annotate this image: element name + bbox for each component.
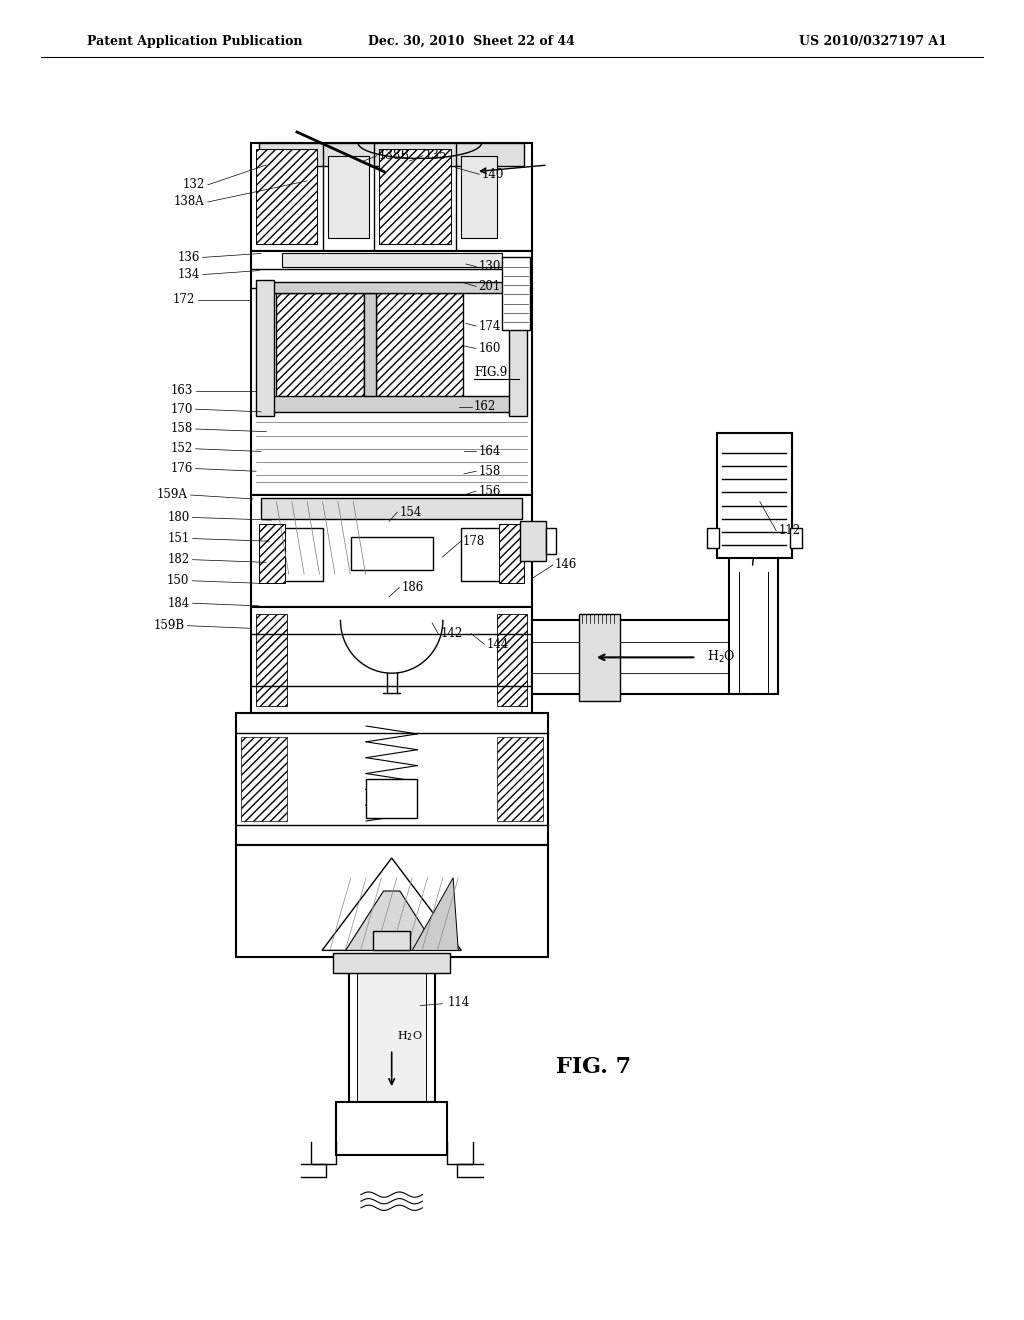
Bar	[535, 647, 553, 673]
Text: FIG.9: FIG.9	[474, 366, 507, 379]
Bar	[461, 528, 522, 581]
Bar	[251, 251, 532, 495]
Bar	[334, 953, 451, 973]
Bar	[532, 620, 745, 694]
Polygon shape	[256, 149, 317, 244]
Bar	[256, 280, 274, 416]
Polygon shape	[379, 149, 451, 244]
Bar	[251, 607, 532, 713]
Text: 159A: 159A	[157, 488, 187, 502]
Bar	[729, 545, 778, 694]
Bar	[236, 713, 548, 845]
Text: 112: 112	[778, 524, 801, 537]
Text: 132: 132	[182, 178, 205, 191]
Bar	[261, 498, 522, 519]
Text: 144: 144	[486, 638, 509, 651]
Text: 159B: 159B	[154, 619, 184, 632]
Text: 164: 164	[478, 445, 501, 458]
Text: 152: 152	[170, 442, 193, 455]
Bar	[251, 495, 532, 607]
Text: 184: 184	[167, 597, 189, 610]
Text: 156: 156	[478, 484, 501, 498]
Bar	[357, 957, 426, 1102]
Bar	[579, 614, 620, 701]
Text: H$_2$O: H$_2$O	[397, 1030, 422, 1043]
Bar	[367, 779, 418, 818]
Text: 138A: 138A	[174, 195, 205, 209]
Bar	[350, 537, 433, 570]
Text: 162: 162	[474, 400, 497, 413]
Polygon shape	[346, 891, 438, 950]
Polygon shape	[412, 878, 459, 950]
Text: 178: 178	[463, 535, 485, 548]
Text: 130: 130	[478, 260, 501, 273]
Text: 151: 151	[167, 532, 189, 545]
Bar	[336, 1102, 446, 1155]
Bar	[328, 156, 369, 238]
Bar	[241, 737, 287, 821]
Bar	[276, 293, 364, 403]
Text: 142: 142	[440, 627, 463, 640]
Text: 140: 140	[481, 168, 504, 181]
Bar	[259, 524, 285, 583]
Bar	[348, 957, 434, 1102]
Text: 186: 186	[401, 581, 424, 594]
Text: Patent Application Publication: Patent Application Publication	[87, 36, 302, 48]
Bar	[499, 524, 524, 583]
Bar	[537, 661, 547, 672]
Bar	[251, 143, 532, 251]
Text: 150: 150	[167, 574, 189, 587]
Bar	[261, 528, 323, 581]
Text: 176: 176	[170, 462, 193, 475]
Text: 114: 114	[420, 995, 470, 1008]
Text: 146: 146	[555, 558, 578, 572]
Bar	[707, 528, 719, 548]
Bar	[520, 521, 546, 561]
Polygon shape	[322, 858, 461, 950]
Bar	[509, 280, 527, 416]
Text: 163: 163	[170, 384, 193, 397]
Bar	[236, 845, 548, 957]
Bar	[790, 528, 802, 548]
Text: 160: 160	[478, 342, 501, 355]
Text: 134: 134	[177, 268, 200, 281]
Text: 180: 180	[167, 511, 189, 524]
Text: 201: 201	[478, 280, 501, 293]
Text: US 2010/0327197 A1: US 2010/0327197 A1	[799, 36, 947, 48]
Bar	[717, 433, 792, 558]
Text: 138B: 138B	[379, 149, 410, 162]
Text: 136: 136	[177, 251, 200, 264]
Bar	[373, 931, 410, 950]
Text: 154: 154	[399, 506, 422, 519]
Bar	[546, 528, 556, 554]
Text: 172: 172	[172, 293, 195, 306]
Text: FIG. 7: FIG. 7	[556, 1056, 632, 1077]
Bar	[256, 614, 287, 706]
Bar	[376, 293, 463, 403]
Bar	[497, 614, 527, 706]
Bar	[266, 282, 517, 293]
Text: Dec. 30, 2010  Sheet 22 of 44: Dec. 30, 2010 Sheet 22 of 44	[368, 36, 574, 48]
Bar	[282, 253, 502, 267]
Text: 135: 135	[425, 149, 447, 162]
Text: 182: 182	[167, 553, 189, 566]
Bar	[364, 293, 376, 403]
Bar	[259, 143, 524, 166]
Text: H$_2$O: H$_2$O	[707, 649, 735, 665]
Text: 158: 158	[170, 422, 193, 436]
Bar	[502, 257, 530, 330]
Text: 170: 170	[170, 403, 193, 416]
Bar	[461, 156, 497, 238]
Text: 174: 174	[478, 319, 501, 333]
Bar	[497, 737, 543, 821]
Text: 158: 158	[478, 465, 501, 478]
Bar	[266, 396, 517, 412]
